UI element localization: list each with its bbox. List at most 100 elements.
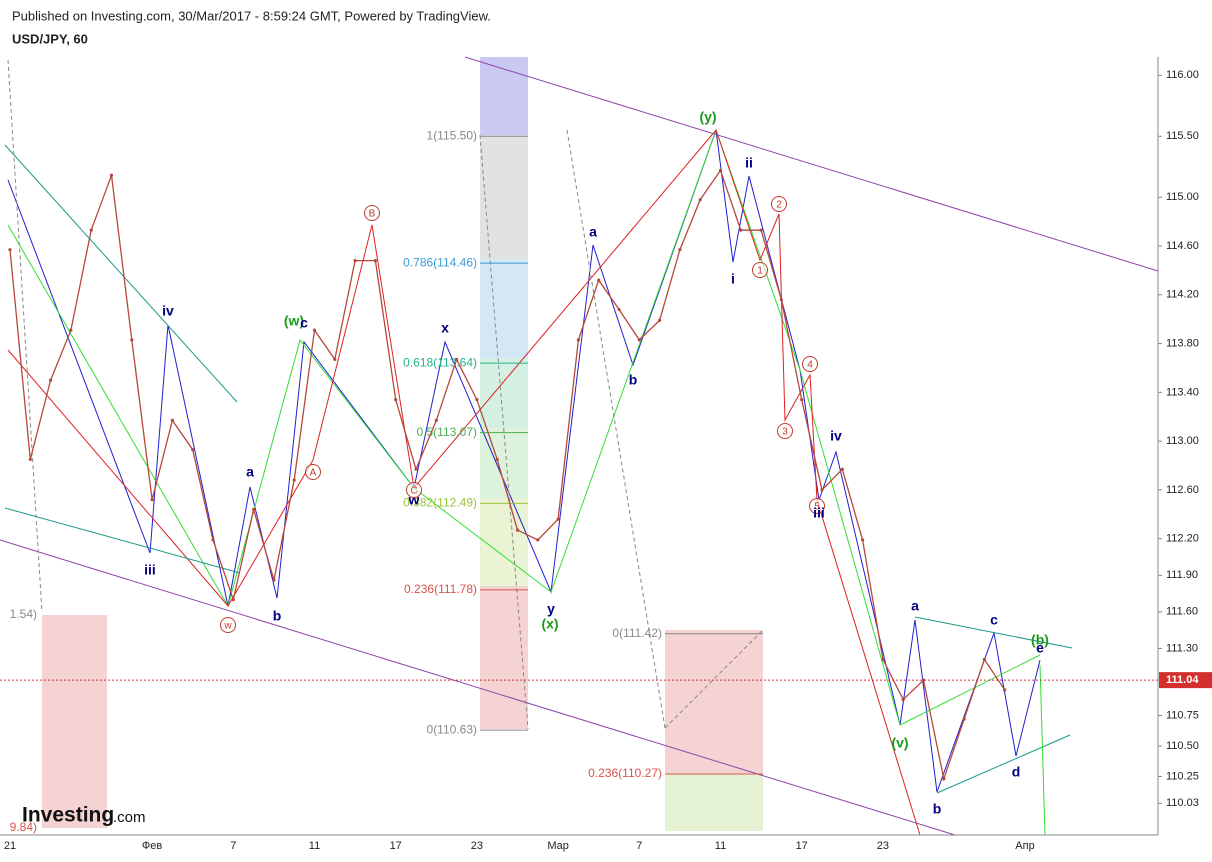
price-point	[8, 248, 12, 252]
logo-brand: Investing	[22, 804, 114, 827]
channel-line	[4, 507, 241, 574]
wave-label: A	[310, 468, 317, 479]
published-note: Published on Investing.com, 30/Mar/2017 …	[12, 8, 491, 23]
channel-line	[914, 616, 1073, 649]
price-point	[982, 657, 987, 662]
wave-circle	[220, 617, 236, 633]
price-point	[678, 248, 682, 252]
wave-label: y	[547, 601, 555, 617]
current-price-box	[1159, 672, 1212, 689]
price-point	[333, 357, 337, 362]
price-point	[170, 418, 174, 422]
price-point	[739, 228, 743, 232]
price-point	[475, 398, 479, 402]
price-point	[49, 378, 53, 382]
wave-label: (w)	[284, 313, 304, 329]
price-point	[597, 278, 601, 282]
wave-label: (b)	[1031, 632, 1049, 648]
zone	[480, 499, 528, 586]
zone	[480, 428, 528, 499]
price-point	[312, 328, 317, 332]
wave-label: (v)	[891, 735, 908, 751]
price-point	[353, 259, 357, 263]
y-tick-label: 110.75	[1166, 709, 1199, 721]
wave-label: b	[933, 801, 942, 817]
wave-label: i	[731, 271, 735, 287]
y-tick-label: 112.60	[1166, 484, 1199, 496]
zone	[665, 773, 763, 831]
zone	[480, 358, 528, 428]
fib-label: 1(115.50)	[427, 128, 477, 142]
x-tick-label: 17	[390, 840, 402, 852]
price-point	[394, 398, 398, 402]
zone	[480, 135, 528, 259]
price-point	[881, 657, 885, 662]
wave-label: (x)	[541, 616, 558, 632]
zone	[665, 630, 763, 773]
projection-line	[664, 629, 764, 729]
price-point	[576, 338, 581, 342]
price-point	[1003, 688, 1007, 692]
zone	[480, 586, 528, 729]
price-point	[89, 228, 93, 232]
fib-label: 0(110.63)	[427, 722, 477, 736]
channel-line	[0, 539, 956, 836]
price-point	[901, 698, 905, 702]
x-tick-label: Фев	[142, 840, 162, 852]
price-point	[191, 448, 195, 452]
price-point	[69, 328, 73, 332]
fib-label: 0.236(111.78)	[404, 582, 477, 596]
zone	[42, 615, 107, 828]
price-point	[109, 173, 114, 177]
wave-circle	[771, 196, 787, 212]
wave-circle	[777, 423, 793, 439]
price-point	[211, 538, 215, 542]
price-point	[962, 717, 966, 721]
price-point	[759, 228, 763, 232]
price-point	[861, 538, 865, 542]
y-tick-label: 110.03	[1166, 797, 1199, 809]
projection-line	[479, 134, 529, 730]
y-tick-label: 114.60	[1166, 240, 1199, 252]
price-point	[658, 318, 662, 322]
wave-label: 5	[814, 502, 820, 513]
wave-label: c	[300, 315, 308, 331]
wave-circle	[305, 464, 321, 480]
wave-label: (y)	[699, 109, 716, 125]
wave-line	[7, 129, 921, 836]
price-point	[556, 517, 560, 521]
wave-circle	[802, 356, 818, 372]
wave-circle	[752, 262, 768, 278]
wave-circle	[809, 498, 825, 514]
wave-circle	[406, 482, 422, 498]
price-point	[373, 259, 377, 263]
y-tick-label: 110.25	[1166, 770, 1199, 782]
x-tick-label: Апр	[1015, 840, 1034, 852]
y-tick-label: 113.40	[1166, 386, 1199, 398]
fib-label: 0.618(113.64)	[403, 355, 477, 369]
y-tick-label: 113.80	[1166, 337, 1199, 349]
y-tick-label: 112.20	[1166, 533, 1199, 545]
wave-label: 3	[782, 427, 788, 438]
price-point	[414, 467, 418, 471]
price-point	[536, 538, 540, 542]
y-tick-label: 111.90	[1166, 569, 1198, 581]
current-price-label: 111.04	[1166, 674, 1199, 686]
edge-label: 1.54)	[10, 607, 37, 621]
y-tick-label: 115.00	[1166, 191, 1199, 203]
projection-line	[7, 59, 43, 613]
x-tick-label: Мар	[547, 840, 569, 852]
wave-lines	[0, 56, 1159, 836]
fib-label: 0(111.42)	[612, 626, 662, 640]
x-tick-label: 23	[471, 840, 483, 852]
x-tick-label: 11	[715, 840, 726, 852]
price-point	[130, 338, 134, 342]
wave-label: a	[589, 224, 597, 240]
wave-label: b	[629, 372, 638, 388]
channel-line	[936, 734, 1071, 794]
wave-label: iii	[813, 505, 825, 521]
price-point	[840, 467, 844, 471]
wave-label: iv	[162, 303, 174, 319]
